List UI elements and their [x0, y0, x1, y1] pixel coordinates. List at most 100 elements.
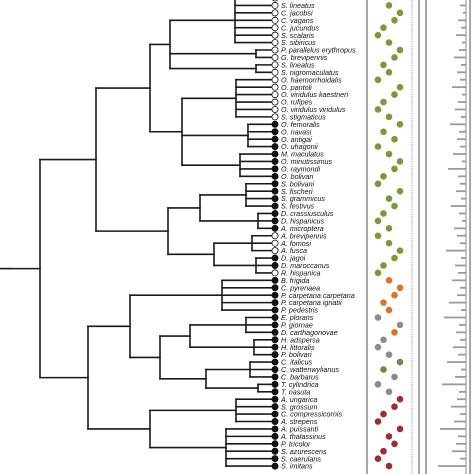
bar-mark — [460, 145, 466, 148]
taxon-label: C. wattenwylianus — [281, 365, 339, 374]
leaf-node — [271, 187, 279, 195]
taxon-label: O. uhagonii — [281, 142, 318, 151]
taxon-label: G. brevipennis — [281, 53, 328, 62]
bar-mark — [461, 63, 466, 66]
taxon-label: P. pedestris — [281, 306, 318, 315]
taxon-label: P. carpetana ignatii — [281, 298, 342, 307]
bar-mark — [449, 301, 466, 304]
leaf-node — [271, 299, 279, 307]
taxon-label: C. jucundus — [281, 23, 319, 32]
taxon-label: S. fischeri — [281, 187, 313, 196]
leaf-node — [271, 98, 279, 106]
leaf-node — [271, 91, 279, 99]
taxon-label: A. brevipennis — [280, 231, 327, 240]
trait-dot — [374, 106, 382, 113]
leaf-node — [271, 83, 279, 91]
bar-mark — [451, 405, 466, 408]
taxon-label: S. caerulans — [281, 454, 321, 463]
trait-dot — [391, 373, 398, 381]
trait-dot — [391, 16, 398, 24]
taxon-label: A. strepens — [280, 417, 318, 426]
trait-dot — [385, 388, 393, 396]
trait-dot — [391, 165, 398, 173]
taxon-label: S. nigromaculatus — [281, 68, 339, 77]
leaf-node — [271, 53, 279, 61]
leaf-node — [271, 202, 279, 210]
trait-dot — [380, 262, 387, 269]
bar-mark — [450, 123, 466, 126]
trait-dot — [380, 98, 387, 106]
trait-dot — [380, 299, 387, 306]
leaf-node — [271, 68, 279, 76]
bar-mark — [457, 234, 466, 237]
bar-mark — [459, 212, 466, 215]
trait-dot — [380, 24, 387, 32]
bar-mark — [458, 435, 466, 438]
leaf-node — [271, 247, 279, 255]
trait-dot — [385, 2, 393, 9]
trait-dot — [385, 225, 393, 232]
leaf-node — [271, 180, 279, 188]
bar-mark — [456, 190, 466, 193]
trait-dot — [374, 343, 382, 351]
bar-mark — [440, 428, 466, 430]
taxon-label: A. fusca — [280, 246, 307, 255]
trait-dot — [385, 69, 393, 76]
bar-mark — [459, 49, 466, 51]
leaf-node — [271, 128, 279, 136]
leaf-node — [271, 425, 279, 433]
taxon-label: O. raymondi — [281, 164, 321, 173]
trait-dot — [391, 135, 398, 143]
bar-mark — [459, 390, 466, 393]
taxon-label: O. rufipes — [281, 98, 313, 107]
bar-mark — [462, 160, 466, 163]
taxon-label: B. frigida — [281, 276, 309, 285]
taxon-label: H. littoralis — [281, 343, 315, 352]
bar-mark — [452, 279, 466, 282]
leaf-node — [271, 150, 279, 158]
bar-mark — [454, 56, 466, 59]
trait-dot — [380, 210, 387, 217]
leaf-node — [271, 373, 279, 381]
taxon-label: S. scalaris — [281, 31, 315, 40]
taxon-label: P. tricolor — [281, 439, 311, 448]
leaf-node — [271, 143, 279, 151]
bar-mark — [461, 368, 466, 371]
bar-mark — [452, 450, 466, 453]
leaf-node — [271, 365, 279, 373]
leaf-node — [271, 39, 279, 47]
bar-mark — [456, 442, 466, 445]
trait-dot — [380, 173, 387, 180]
leaf-node — [272, 0, 278, 2]
trait-dots — [374, 2, 404, 470]
taxon-label: C. italicus — [281, 358, 313, 367]
trait-dot — [396, 83, 404, 91]
bar-mark — [461, 257, 466, 259]
bar-mark — [459, 324, 466, 326]
leaf-node — [271, 254, 279, 262]
taxon-label: S. imitans — [281, 462, 313, 471]
bar-mark — [447, 361, 466, 363]
trait-dot — [374, 418, 382, 425]
leaf-node — [271, 343, 279, 351]
trait-dot — [374, 314, 382, 321]
taxon-label: A. microptera — [280, 224, 324, 233]
leaf-nodes — [271, 0, 279, 470]
taxon-label: P. parallelus erythropus — [281, 46, 356, 55]
bar-mark — [460, 338, 466, 341]
trait-dot — [374, 269, 382, 277]
leaf-node — [271, 284, 279, 292]
bar-mark — [456, 34, 466, 37]
taxon-label: T. cylindrica — [281, 380, 319, 389]
leaf-node — [271, 395, 279, 403]
leaf-node — [271, 291, 279, 299]
taxon-label: P. bolivari — [281, 350, 312, 359]
bar-mark — [460, 78, 466, 81]
bar-mark — [463, 11, 466, 14]
bar-mark — [461, 26, 466, 29]
trait-dot — [391, 291, 398, 299]
bar-mark — [446, 249, 466, 252]
taxon-label: S. bolivani — [281, 179, 315, 188]
